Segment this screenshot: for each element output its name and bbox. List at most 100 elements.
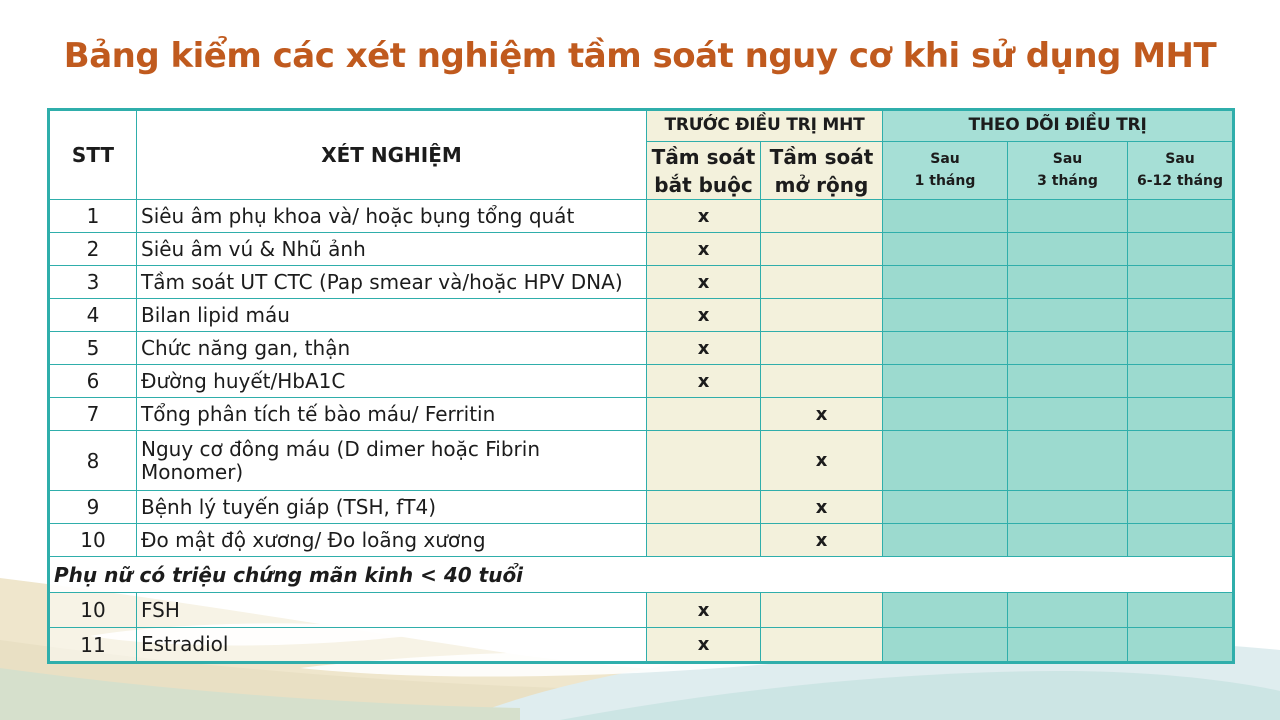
follow-3-months-cell [1007, 364, 1128, 398]
table-row: 1 Siêu âm phụ khoa và/ hoặc bụng tổng qu… [48, 199, 1235, 233]
follow-3-months-cell [1007, 265, 1128, 299]
follow-6-12-months-cell [1126, 523, 1235, 557]
follow-1-month-cell [882, 523, 1008, 557]
extended-mark-cell [760, 331, 883, 365]
test-name-cell: Bệnh lý tuyến giáp (TSH, fT4) [136, 490, 647, 524]
extended-mark-cell [760, 199, 883, 233]
extended-mark-cell [760, 232, 883, 266]
extended-mark-cell [760, 265, 883, 299]
mandatory-mark-cell: x [646, 331, 761, 365]
test-name-cell: Đo mật độ xương/ Đo loãng xương [136, 523, 647, 557]
follow-6-12-months-cell [1126, 397, 1235, 431]
test-name-cell: Siêu âm vú & Nhũ ảnh [136, 232, 647, 266]
section-header-row: Phụ nữ có triệu chứng mãn kinh < 40 tuổi [47, 556, 1235, 593]
header-after-3-months: Sau 3 tháng [1007, 141, 1128, 200]
mandatory-mark-cell [646, 430, 761, 491]
table-row: 5 Chức năng gan, thận x [48, 331, 1235, 365]
mandatory-mark-cell [646, 490, 761, 524]
screening-checklist-table: STT XÉT NGHIỆM TRƯỚC ĐIỀU TRỊ MHT THEO D… [47, 108, 1236, 664]
row-number-cell: 4 [48, 298, 137, 332]
mandatory-mark-cell: x [646, 364, 761, 398]
row-number-cell: 10 [48, 523, 137, 557]
mandatory-mark-cell [646, 397, 761, 431]
test-name-cell: Bilan lipid máu [136, 298, 647, 332]
follow-3-months-cell [1007, 397, 1128, 431]
test-name-cell: Chức năng gan, thận [136, 331, 647, 365]
header-extended-screening: Tầm soát mở rộng [760, 141, 883, 200]
follow-3-months-cell [1007, 298, 1128, 332]
header-mandatory-screening: Tầm soát bắt buộc [646, 141, 761, 200]
header-group-row: STT XÉT NGHIỆM TRƯỚC ĐIỀU TRỊ MHT THEO D… [48, 109, 1235, 200]
mandatory-mark-cell: x [646, 298, 761, 332]
follow-1-month-cell [882, 490, 1008, 524]
follow-3-months-cell [1007, 490, 1128, 524]
row-number-cell: 9 [48, 490, 137, 524]
table-row: 2 Siêu âm vú & Nhũ ảnh x [48, 232, 1235, 266]
follow-3-months-cell [1007, 523, 1128, 557]
table-row: 10 FSH x [48, 592, 1235, 628]
section-label: Phụ nữ có triệu chứng mãn kinh < 40 tuổi [47, 556, 1235, 593]
follow-1-month-cell [882, 592, 1008, 628]
row-number-cell: 2 [48, 232, 137, 266]
follow-3-months-cell [1007, 592, 1128, 628]
follow-1-month-cell [882, 397, 1008, 431]
follow-6-12-months-cell [1126, 331, 1235, 365]
extended-mark-cell [760, 592, 883, 628]
table-row: 4 Bilan lipid máu x [48, 298, 1235, 332]
extended-mark-cell: x [760, 490, 883, 524]
table-row: 3 Tầm soát UT CTC (Pap smear và/hoặc HPV… [48, 265, 1235, 299]
follow-1-month-cell [882, 364, 1008, 398]
follow-3-months-cell [1007, 331, 1128, 365]
follow-6-12-months-cell [1126, 232, 1235, 266]
follow-1-month-cell [882, 298, 1008, 332]
mandatory-mark-cell [646, 523, 761, 557]
follow-6-12-months-cell [1126, 265, 1235, 299]
extended-mark-cell [760, 364, 883, 398]
follow-6-12-months-cell [1126, 592, 1235, 628]
extended-mark-cell: x [760, 523, 883, 557]
mandatory-mark-cell: x [646, 265, 761, 299]
table-row: 10 Đo mật độ xương/ Đo loãng xương x [48, 523, 1235, 557]
follow-3-months-cell [1007, 627, 1128, 663]
table-row: 6 Đường huyết/HbA1C x [48, 364, 1235, 398]
test-name-cell: Tổng phân tích tế bào máu/ Ferritin [136, 397, 647, 431]
row-number-cell: 10 [48, 592, 137, 628]
follow-1-month-cell [882, 331, 1008, 365]
follow-1-month-cell [882, 430, 1008, 491]
header-after-1-month: Sau 1 tháng [882, 141, 1008, 200]
test-name-cell: Đường huyết/HbA1C [136, 364, 647, 398]
mandatory-mark-cell: x [646, 592, 761, 628]
test-name-cell: Nguy cơ đông máu (D dimer hoặc Fibrin Mo… [136, 430, 647, 491]
test-name-cell: Estradiol [136, 627, 647, 663]
row-number-cell: 8 [48, 430, 137, 491]
header-sub-row: Tầm soát bắt buộc Tầm soát mở rộng Sau 1… [49, 141, 1235, 200]
row-number-cell: 11 [48, 627, 137, 663]
test-name-cell: Tầm soát UT CTC (Pap smear và/hoặc HPV D… [136, 265, 647, 299]
mandatory-mark-cell: x [646, 199, 761, 233]
table-row: 11 Estradiol x [48, 627, 1235, 663]
follow-1-month-cell [882, 232, 1008, 266]
follow-1-month-cell [882, 199, 1008, 233]
row-number-cell: 6 [48, 364, 137, 398]
row-number-cell: 7 [48, 397, 137, 431]
extended-mark-cell [760, 298, 883, 332]
row-number-cell: 5 [48, 331, 137, 365]
follow-6-12-months-cell [1126, 490, 1235, 524]
follow-6-12-months-cell [1126, 430, 1235, 491]
follow-3-months-cell [1007, 430, 1128, 491]
row-number-cell: 3 [48, 265, 137, 299]
follow-3-months-cell [1007, 232, 1128, 266]
table-row: 7 Tổng phân tích tế bào máu/ Ferritin x [48, 397, 1235, 431]
mandatory-mark-cell: x [646, 232, 761, 266]
follow-6-12-months-cell [1126, 298, 1235, 332]
table-row: 8 Nguy cơ đông máu (D dimer hoặc Fibrin … [48, 430, 1235, 491]
test-name-cell: FSH [136, 592, 647, 628]
header-after-6-12-months: Sau 6-12 tháng [1126, 141, 1235, 200]
follow-3-months-cell [1007, 199, 1128, 233]
header-stt: STT [48, 109, 137, 200]
header-before-treatment: TRƯỚC ĐIỀU TRỊ MHT [646, 109, 883, 142]
follow-6-12-months-cell [1126, 199, 1235, 233]
extended-mark-cell [760, 627, 883, 663]
page-title: Bảng kiểm các xét nghiệm tầm soát nguy c… [63, 36, 1217, 76]
